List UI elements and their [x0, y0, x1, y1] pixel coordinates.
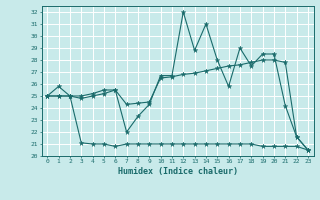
- X-axis label: Humidex (Indice chaleur): Humidex (Indice chaleur): [118, 167, 237, 176]
